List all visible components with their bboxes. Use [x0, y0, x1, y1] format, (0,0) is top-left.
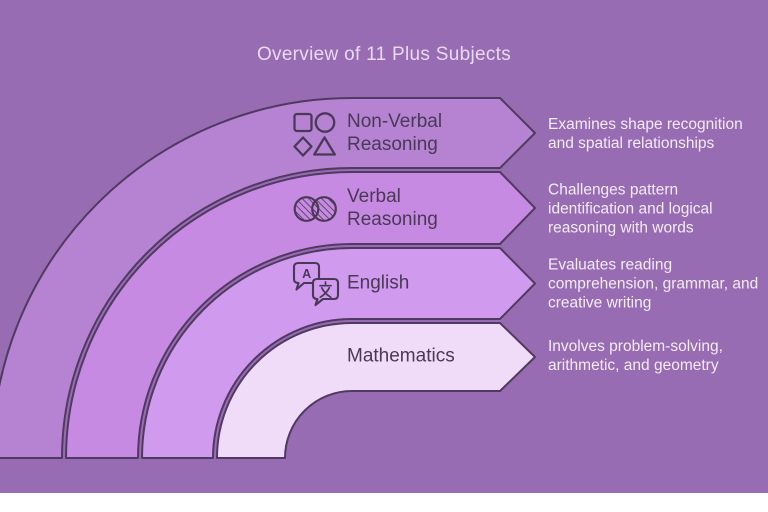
- cjk-character-glyph: [319, 281, 332, 299]
- speech-bubble-a: [292, 261, 321, 291]
- footer-strip: [0, 493, 768, 512]
- band-non-verbal-reasoning: [0, 97, 536, 459]
- subject-description-english: Evaluates reading comprehension, grammar…: [548, 256, 759, 312]
- hatched-circles-icon: [293, 196, 337, 222]
- shapes-icon: [293, 112, 336, 157]
- translate-icon: A: [292, 261, 340, 307]
- subject-label-mathematics: Mathematics: [347, 345, 455, 367]
- band-mathematics: [216, 322, 536, 459]
- subject-label-non-verbal-reasoning: Non-Verbal Reasoning: [347, 111, 443, 155]
- band-english: [141, 247, 536, 459]
- page-title: Overview of 11 Plus Subjects: [256, 44, 512, 65]
- subject-label-verbal-reasoning: Verbal Reasoning: [347, 186, 438, 230]
- subject-description-verbal-reasoning: Challenges pattern identification and lo…: [548, 181, 713, 237]
- band-verbal-reasoning: [65, 171, 536, 459]
- subject-description-non-verbal-reasoning: Examines shape recognition and spatial r…: [548, 116, 743, 152]
- subject-label-english: English: [347, 272, 410, 294]
- subject-description-mathematics: Involves problem-solving, arithmetic, an…: [548, 338, 723, 374]
- bubble-letter: A: [302, 267, 311, 281]
